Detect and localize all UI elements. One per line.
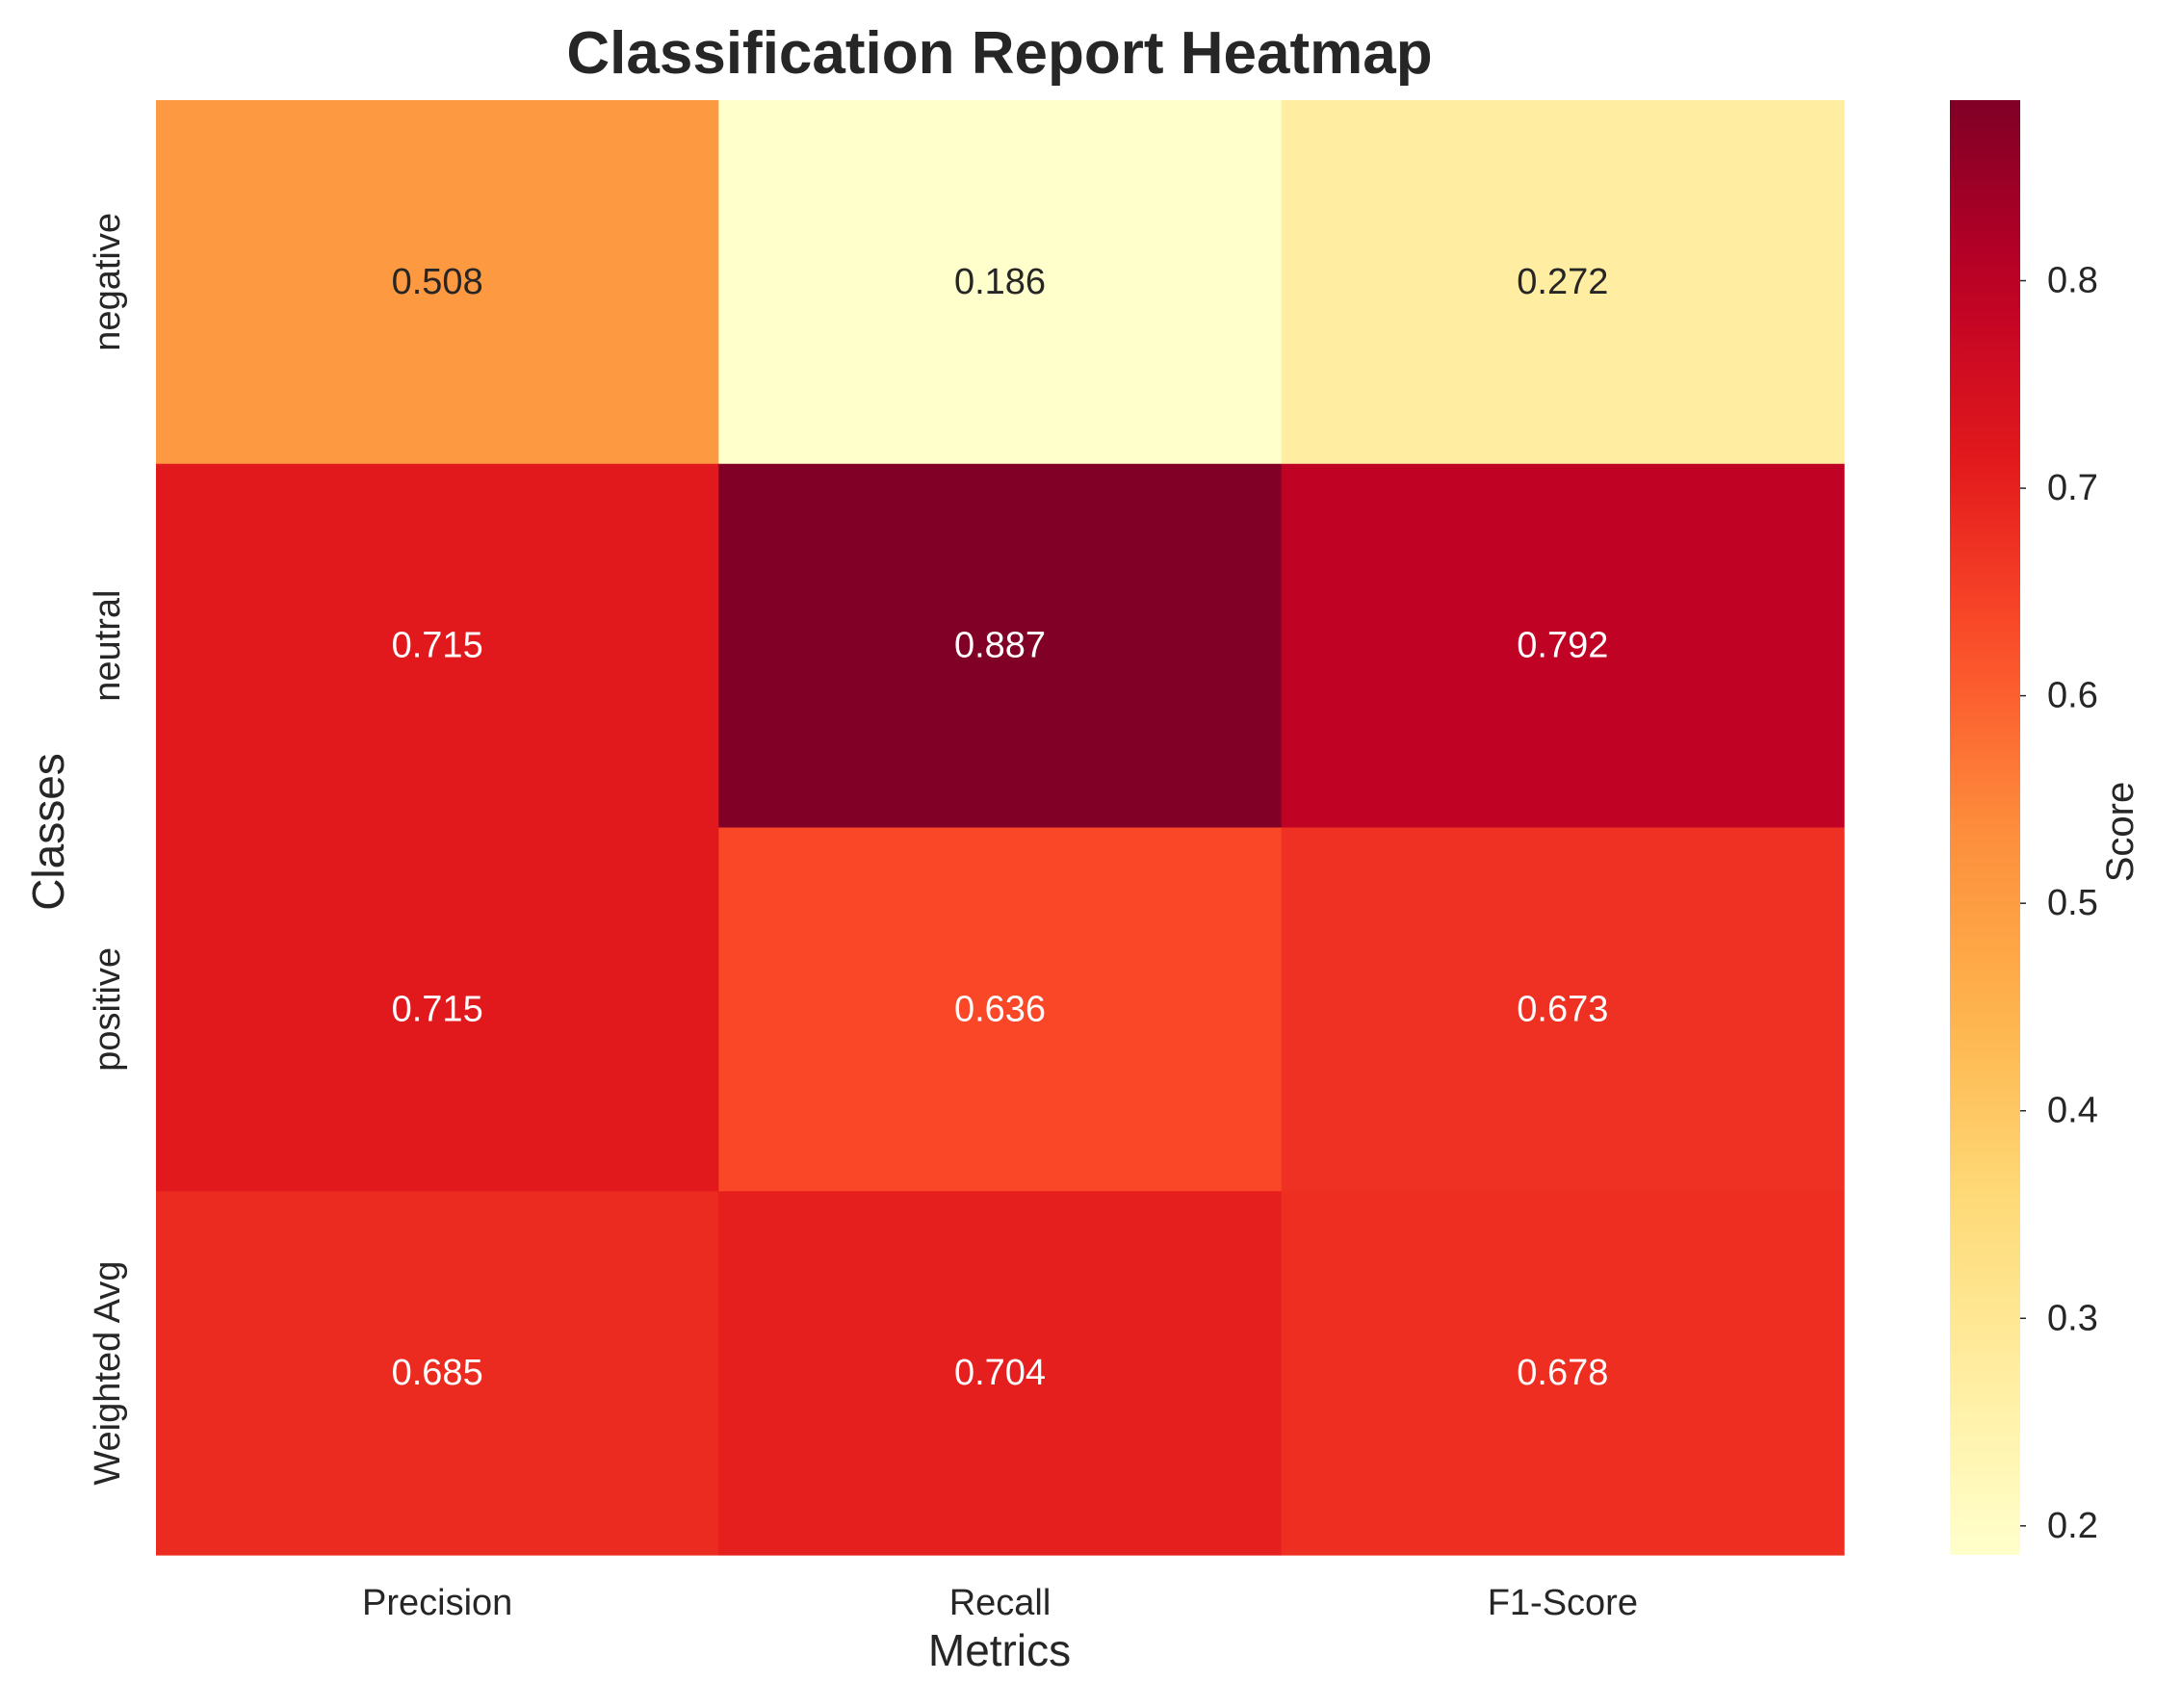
x-axis-label: Metrics	[928, 1625, 1071, 1675]
chart-title: Classification Report Heatmap	[566, 20, 1432, 87]
heatmap-cell-value: 0.704	[954, 1353, 1046, 1393]
colorbar-tick-label: 0.5	[2047, 883, 2098, 923]
heatmap-cell-value: 0.792	[1517, 626, 1608, 666]
heatmap-cell-value: 0.715	[392, 989, 483, 1029]
colorbar-tick-labels: 0.2 0.3 0.4 0.5 0.6 0.7 0.8	[2020, 261, 2098, 1546]
x-tick-label: Recall	[949, 1583, 1052, 1623]
y-tick-labels: negative neutral positive Weighted Avg	[88, 213, 128, 1486]
heatmap-cell	[1281, 1191, 1845, 1556]
heatmap-cell	[718, 1191, 1283, 1556]
colorbar-tick-label: 0.4	[2047, 1091, 2098, 1131]
x-tick-labels: Precision Recall F1-Score	[362, 1583, 1638, 1623]
x-tick-label: F1-Score	[1488, 1583, 1638, 1623]
y-tick-label: positive	[88, 947, 128, 1072]
heatmap-cell	[718, 100, 1283, 465]
colorbar	[1950, 100, 2020, 1555]
heatmap-cell-value: 0.678	[1517, 1353, 1608, 1393]
heatmap-cells	[156, 100, 1845, 1556]
colorbar-tick-label: 0.8	[2047, 261, 2098, 301]
heatmap-cell-value: 0.715	[392, 626, 483, 666]
colorbar-tick-label: 0.7	[2047, 468, 2098, 508]
x-tick-label: Precision	[362, 1583, 512, 1623]
y-tick-label: neutral	[88, 590, 128, 702]
colorbar-label: Score	[2099, 782, 2142, 883]
heatmap-cell	[156, 1191, 719, 1556]
heatmap-cell-value: 0.887	[954, 626, 1046, 666]
heatmap-cell	[718, 463, 1283, 829]
heatmap-cell-value: 0.685	[392, 1353, 483, 1393]
colorbar-tick-label: 0.3	[2047, 1298, 2098, 1338]
y-tick-label: negative	[88, 213, 128, 351]
colorbar-tick-label: 0.6	[2047, 676, 2098, 716]
y-axis-label: Classes	[23, 753, 73, 911]
heatmap-cell	[1281, 463, 1845, 829]
y-tick-label: Weighted Avg	[88, 1261, 128, 1486]
heatmap-cell-value: 0.636	[954, 989, 1046, 1029]
heatmap-cell	[156, 463, 719, 829]
heatmap-cell-value: 0.508	[392, 262, 483, 302]
heatmap-cell	[1281, 100, 1845, 465]
heatmap-cell	[718, 827, 1283, 1192]
heatmap-cell-value: 0.272	[1517, 262, 1608, 302]
colorbar-tick-label: 0.2	[2047, 1506, 2098, 1546]
heatmap-cell-value: 0.673	[1517, 989, 1608, 1029]
heatmap-cell-value: 0.186	[954, 262, 1046, 302]
heatmap-cell-labels: 0.508 0.186 0.272 0.715 0.887 0.792 0.715 0.636…	[392, 262, 1609, 1393]
heatmap-cell	[1281, 827, 1845, 1192]
heatmap-cell	[156, 100, 719, 465]
heatmap-cell	[156, 827, 719, 1192]
